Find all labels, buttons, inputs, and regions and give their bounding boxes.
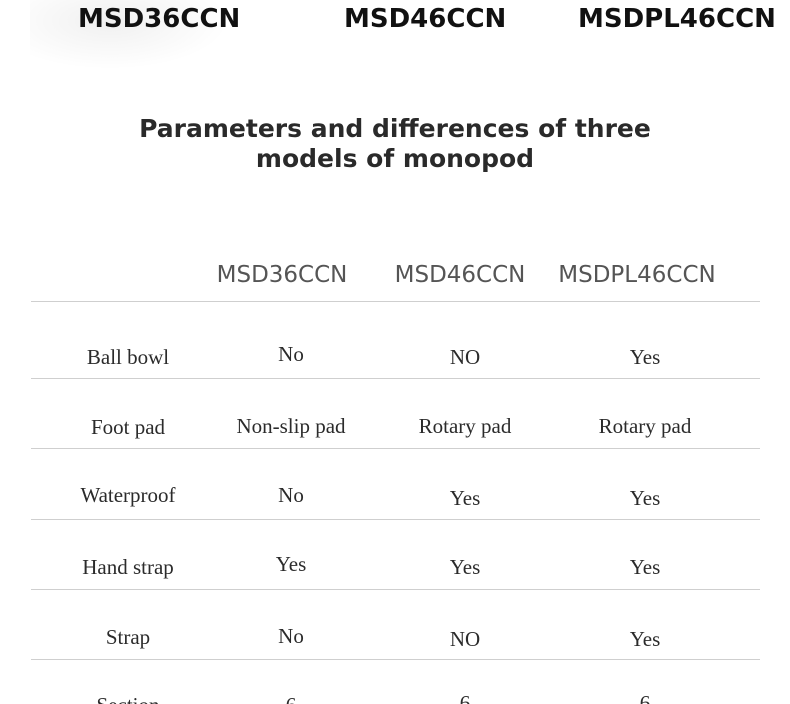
- row-divider: [31, 378, 760, 379]
- cell-ball-bowl-msd46ccn: NO: [449, 345, 481, 369]
- row-label-hand-strap: Hand strap: [82, 555, 174, 579]
- cell-waterproof-msd46ccn: Yes: [449, 486, 481, 510]
- cell-ball-bowl-msdpl46ccn: Yes: [629, 345, 661, 369]
- cell-foot-pad-msd46ccn: Rotary pad: [418, 414, 512, 438]
- column-header-msd46ccn: MSD46CCN: [394, 262, 526, 288]
- row-label-foot-pad: Foot pad: [90, 415, 166, 439]
- cell-foot-pad-msd36ccn: Non-slip pad: [236, 414, 346, 438]
- top-banner: MSD36CCN MSD46CCN MSDPL46CCN: [0, 0, 790, 70]
- cell-section-msd46ccn: 6: [459, 691, 471, 704]
- cell-foot-pad-msdpl46ccn: Rotary pad: [598, 414, 692, 438]
- row-divider: [31, 589, 760, 590]
- row-label-ball-bowl: Ball bowl: [86, 345, 170, 369]
- column-header-msdpl46ccn: MSDPL46CCN: [558, 262, 716, 288]
- column-header-msd36ccn: MSD36CCN: [216, 262, 348, 288]
- row-label-strap: Strap: [105, 625, 151, 649]
- title-line-1: Parameters and differences of three: [139, 114, 651, 143]
- cell-strap-msd46ccn: NO: [449, 627, 481, 651]
- row-divider: [31, 659, 760, 660]
- page-title: Parameters and differences of three mode…: [0, 114, 790, 174]
- row-divider: [31, 519, 760, 520]
- cell-strap-msdpl46ccn: Yes: [629, 627, 661, 651]
- cell-waterproof-msd36ccn: No: [278, 483, 304, 507]
- cell-section-msdpl46ccn: 6: [639, 691, 651, 704]
- cell-section-msd36ccn: 6: [201, 692, 381, 704]
- row-label-waterproof: Waterproof: [80, 483, 176, 507]
- cell-hand-strap-msd36ccn: Yes: [275, 552, 307, 576]
- cell-ball-bowl-msd36ccn: No: [278, 342, 304, 366]
- cell-strap-msd36ccn: No: [278, 624, 304, 648]
- row-divider: [31, 448, 760, 449]
- header-divider: [31, 301, 760, 302]
- top-model-3: MSDPL46CCN: [578, 4, 776, 34]
- cell-waterproof-msdpl46ccn: Yes: [629, 486, 661, 510]
- row-label-section: Section: [38, 692, 218, 704]
- top-model-1: MSD36CCN: [78, 4, 241, 34]
- top-model-2: MSD46CCN: [344, 4, 507, 34]
- cell-hand-strap-msdpl46ccn: Yes: [629, 555, 661, 579]
- cell-hand-strap-msd46ccn: Yes: [449, 555, 481, 579]
- title-line-2: models of monopod: [255, 144, 535, 173]
